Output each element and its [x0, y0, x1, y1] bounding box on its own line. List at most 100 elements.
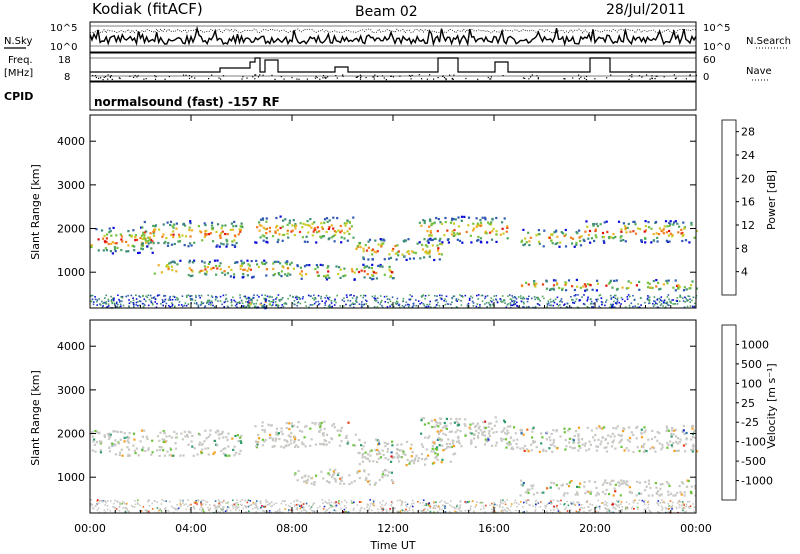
- data-cell: [227, 306, 230, 309]
- data-cell: [250, 298, 252, 301]
- data-cell: [200, 501, 202, 503]
- data-cell: [412, 257, 415, 260]
- data-cell: [305, 273, 308, 276]
- nave-dot: [365, 77, 367, 79]
- data-cell: [184, 224, 187, 227]
- data-cell: [337, 272, 340, 276]
- data-cell: [342, 275, 345, 278]
- data-cell: [522, 433, 525, 436]
- data-cell: [265, 501, 267, 504]
- data-cell: [560, 499, 562, 502]
- data-cell: [473, 437, 476, 440]
- data-cell: [223, 273, 227, 276]
- data-cell: [680, 493, 683, 496]
- data-cell: [658, 511, 660, 514]
- data-cell: [344, 224, 347, 227]
- data-cell: [216, 505, 219, 507]
- data-cell: [371, 258, 374, 261]
- data-cell: [326, 296, 329, 299]
- data-cell: [113, 246, 116, 249]
- data-cell: [305, 235, 308, 238]
- data-cell: [276, 240, 279, 244]
- data-cell: [466, 501, 468, 503]
- data-cell: [249, 268, 252, 271]
- data-cell: [261, 218, 264, 221]
- data-cell: [635, 437, 638, 440]
- data-cell: [529, 504, 532, 506]
- data-cell: [548, 447, 551, 450]
- data-cell: [409, 447, 412, 450]
- data-cell: [226, 438, 229, 442]
- data-cell: [564, 228, 567, 232]
- data-cell: [616, 425, 619, 428]
- data-cell: [142, 295, 144, 298]
- data-cell: [535, 445, 538, 449]
- data-cell: [189, 297, 192, 300]
- data-cell: [281, 239, 284, 242]
- data-cell: [444, 220, 447, 224]
- data-cell: [319, 428, 322, 431]
- data-cell: [354, 444, 357, 447]
- data-cell: [134, 452, 137, 455]
- data-cell: [571, 503, 573, 505]
- data-cell: [151, 251, 154, 254]
- data-cell: [568, 437, 571, 440]
- data-cell: [660, 505, 663, 508]
- data-cell: [604, 479, 607, 482]
- data-cell: [324, 510, 327, 513]
- data-cell: [681, 501, 684, 503]
- data-cell: [695, 450, 699, 453]
- data-cell: [264, 505, 267, 508]
- x-tick-label: 08:00: [276, 522, 308, 535]
- data-cell: [151, 240, 154, 243]
- data-cell: [577, 433, 580, 436]
- data-cell: [624, 240, 627, 243]
- data-cell: [623, 449, 626, 452]
- data-cell: [652, 305, 655, 307]
- data-cell: [396, 456, 399, 460]
- data-cell: [514, 432, 517, 435]
- data-cell: [678, 500, 680, 502]
- data-cell: [499, 506, 501, 508]
- data-cell: [391, 249, 394, 252]
- data-cell: [175, 270, 178, 273]
- data-cell: [328, 468, 332, 471]
- data-cell: [579, 446, 582, 449]
- data-cell: [578, 300, 581, 302]
- data-cell: [106, 433, 110, 436]
- data-cell: [660, 303, 663, 305]
- data-cell: [464, 501, 466, 503]
- data-cell: [599, 427, 602, 430]
- data-cell: [101, 306, 103, 309]
- data-cell: [586, 299, 589, 302]
- data-cell: [676, 442, 679, 445]
- data-cell: [428, 294, 430, 297]
- data-cell: [328, 473, 331, 477]
- nave-dot: [651, 77, 653, 80]
- data-cell: [514, 303, 517, 305]
- data-cell: [242, 261, 246, 264]
- data-cell: [671, 235, 674, 238]
- data-cell: [329, 305, 331, 308]
- data-cell: [191, 270, 194, 273]
- data-cell: [353, 271, 356, 274]
- data-cell: [174, 436, 177, 439]
- data-cell: [106, 505, 109, 507]
- data-cell: [258, 224, 261, 227]
- data-cell: [667, 443, 670, 447]
- data-cell: [503, 217, 506, 220]
- data-cell: [457, 440, 460, 443]
- data-cell: [480, 501, 483, 504]
- nave-dot: [324, 77, 327, 79]
- data-cell: [551, 443, 554, 446]
- data-cell: [640, 304, 642, 306]
- data-cell: [106, 508, 109, 511]
- data-cell: [214, 306, 216, 308]
- data-cell: [328, 503, 331, 506]
- data-cell: [441, 294, 443, 297]
- data-cell: [669, 223, 672, 226]
- data-cell: [103, 435, 106, 438]
- data-cell: [607, 508, 610, 510]
- nave-dot: [487, 76, 489, 79]
- data-cell: [171, 305, 173, 307]
